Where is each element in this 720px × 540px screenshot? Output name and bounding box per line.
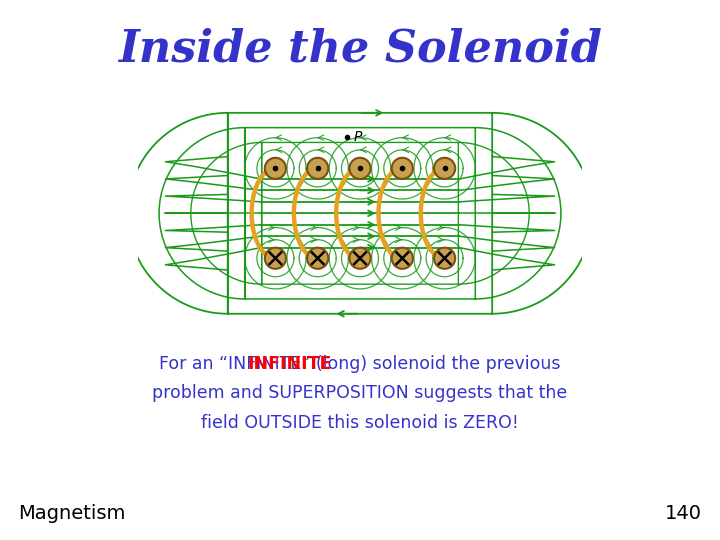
Circle shape xyxy=(349,158,371,179)
Circle shape xyxy=(307,248,328,269)
Text: $P$: $P$ xyxy=(353,130,363,144)
Circle shape xyxy=(349,248,371,269)
Circle shape xyxy=(392,248,413,269)
Text: INFINITE: INFINITE xyxy=(248,355,332,373)
Circle shape xyxy=(307,158,328,179)
Text: 140: 140 xyxy=(665,504,702,523)
Text: Inside the Solenoid: Inside the Solenoid xyxy=(118,28,602,71)
Circle shape xyxy=(392,158,413,179)
Circle shape xyxy=(434,248,455,269)
Text: For an “INFINITE” (long) solenoid the previous: For an “INFINITE” (long) solenoid the pr… xyxy=(159,355,561,373)
Circle shape xyxy=(265,158,286,179)
Circle shape xyxy=(265,248,286,269)
Text: problem and SUPERPOSITION suggests that the: problem and SUPERPOSITION suggests that … xyxy=(153,384,567,402)
Text: field OUTSIDE this solenoid is ZERO!: field OUTSIDE this solenoid is ZERO! xyxy=(201,414,519,431)
Circle shape xyxy=(434,158,455,179)
Text: Magnetism: Magnetism xyxy=(18,504,125,523)
